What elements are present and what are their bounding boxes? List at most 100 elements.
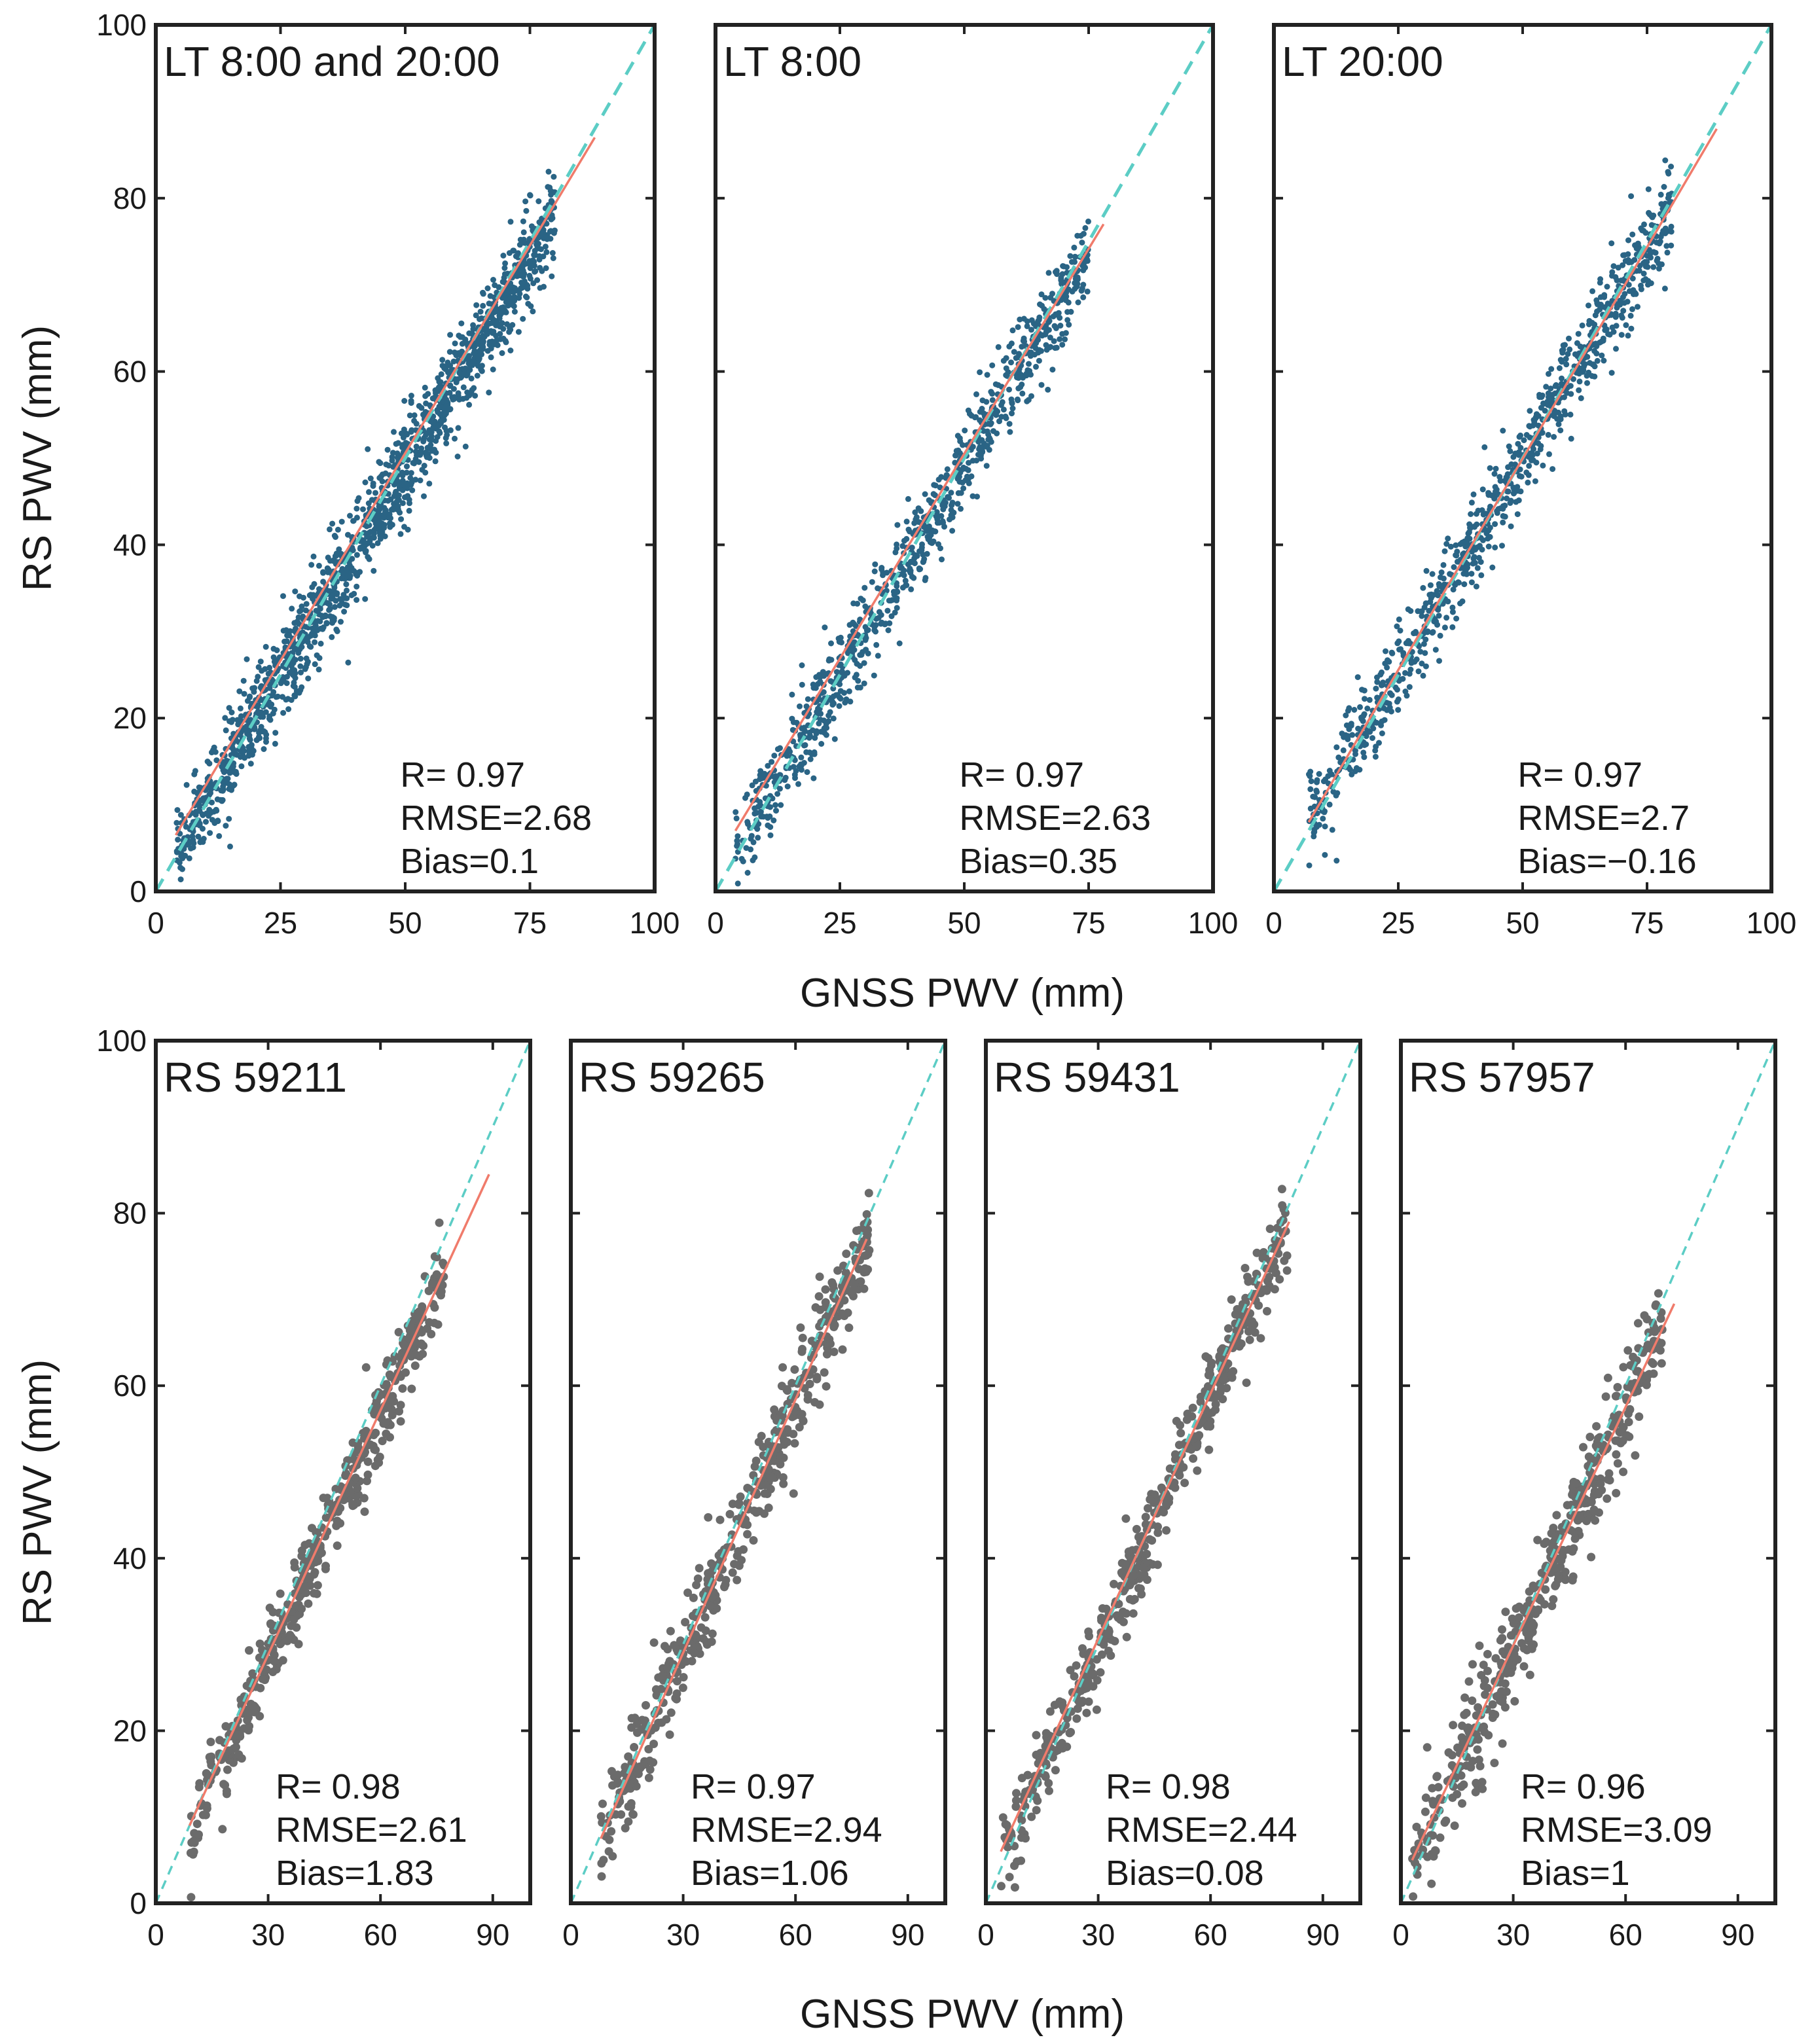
data-point — [189, 1847, 198, 1856]
data-point — [331, 603, 338, 610]
data-point — [1078, 1644, 1087, 1653]
data-point — [504, 321, 510, 327]
data-point — [1020, 374, 1026, 381]
data-point — [1625, 237, 1631, 243]
data-point — [822, 1350, 831, 1359]
data-point — [862, 603, 869, 609]
data-point — [850, 1279, 859, 1288]
stat-label: RMSE=2.68 — [400, 798, 592, 838]
data-point — [948, 490, 954, 496]
data-point — [1038, 291, 1045, 298]
data-point — [934, 516, 941, 522]
data-point — [837, 661, 844, 668]
data-point — [235, 721, 242, 728]
data-point — [1612, 310, 1619, 317]
data-point — [1467, 524, 1473, 531]
data-point — [527, 276, 534, 282]
data-point — [1017, 1774, 1026, 1783]
data-point — [966, 410, 973, 417]
data-point — [206, 1757, 215, 1766]
data-point — [973, 391, 979, 397]
data-point — [1400, 675, 1406, 682]
data-point — [1039, 302, 1045, 309]
data-point — [518, 279, 525, 286]
data-point — [394, 454, 401, 461]
panel-title: LT 8:00 and 20:00 — [164, 38, 500, 85]
data-point — [798, 766, 805, 773]
data-point — [1015, 397, 1021, 404]
data-point — [628, 1810, 637, 1819]
data-point — [1642, 230, 1649, 236]
data-point — [1489, 492, 1495, 499]
data-point — [317, 626, 324, 632]
data-point — [1045, 1786, 1053, 1795]
data-point — [331, 557, 337, 564]
data-point — [502, 338, 509, 344]
data-point — [820, 669, 826, 675]
data-point — [304, 1599, 313, 1608]
y-tick-label: 20 — [113, 701, 147, 735]
data-point — [225, 776, 231, 782]
data-point — [1577, 343, 1584, 350]
data-point — [310, 553, 317, 560]
data-point — [409, 487, 416, 493]
data-point — [231, 748, 238, 755]
data-point — [905, 561, 911, 567]
data-point — [920, 558, 927, 565]
data-point — [500, 253, 507, 259]
data-point — [888, 598, 894, 604]
data-point — [1361, 742, 1368, 748]
data-point — [1586, 369, 1592, 376]
data-point — [177, 812, 184, 818]
data-point — [630, 1743, 639, 1751]
data-point — [203, 819, 209, 825]
data-point — [207, 830, 213, 836]
data-point — [1084, 256, 1090, 262]
data-point — [515, 250, 521, 257]
data-point — [983, 421, 990, 427]
data-point — [1084, 1627, 1093, 1636]
data-point — [1205, 1421, 1214, 1429]
data-point — [1518, 473, 1525, 480]
y-axis-label-top: RS PWV (mm) — [15, 325, 60, 591]
data-point — [1142, 1549, 1151, 1558]
data-point — [790, 1439, 799, 1448]
data-point — [690, 1649, 699, 1658]
data-point — [444, 401, 450, 406]
data-point — [333, 552, 340, 559]
data-point — [1553, 382, 1559, 388]
data-point — [266, 1619, 275, 1628]
data-point — [1450, 586, 1457, 593]
data-point — [1057, 323, 1064, 329]
data-point — [470, 326, 477, 332]
data-point — [839, 672, 846, 678]
data-point — [1110, 1579, 1118, 1588]
stat-label: RMSE=2.94 — [691, 1810, 882, 1850]
data-point — [1394, 623, 1400, 630]
data-point — [455, 390, 462, 397]
data-point — [884, 607, 891, 614]
data-point — [426, 437, 433, 442]
data-point — [1047, 334, 1053, 341]
data-point — [226, 781, 232, 787]
x-tick-label: 30 — [251, 1918, 285, 1952]
data-point — [1601, 357, 1607, 364]
data-point — [1201, 1352, 1210, 1361]
data-point — [484, 285, 491, 291]
data-point — [1282, 1266, 1292, 1275]
data-point — [317, 1549, 326, 1558]
data-point — [955, 490, 962, 496]
data-point — [1510, 490, 1517, 497]
data-point — [381, 525, 387, 531]
data-point — [1307, 773, 1313, 780]
data-point — [842, 1249, 851, 1259]
data-point — [353, 552, 360, 558]
data-point — [435, 1218, 444, 1227]
data-point — [1362, 696, 1368, 702]
data-point — [833, 1266, 843, 1275]
data-point — [1468, 499, 1475, 506]
data-point — [234, 1730, 242, 1740]
data-point — [524, 283, 531, 289]
data-point — [1598, 338, 1604, 345]
data-point — [1307, 786, 1314, 793]
